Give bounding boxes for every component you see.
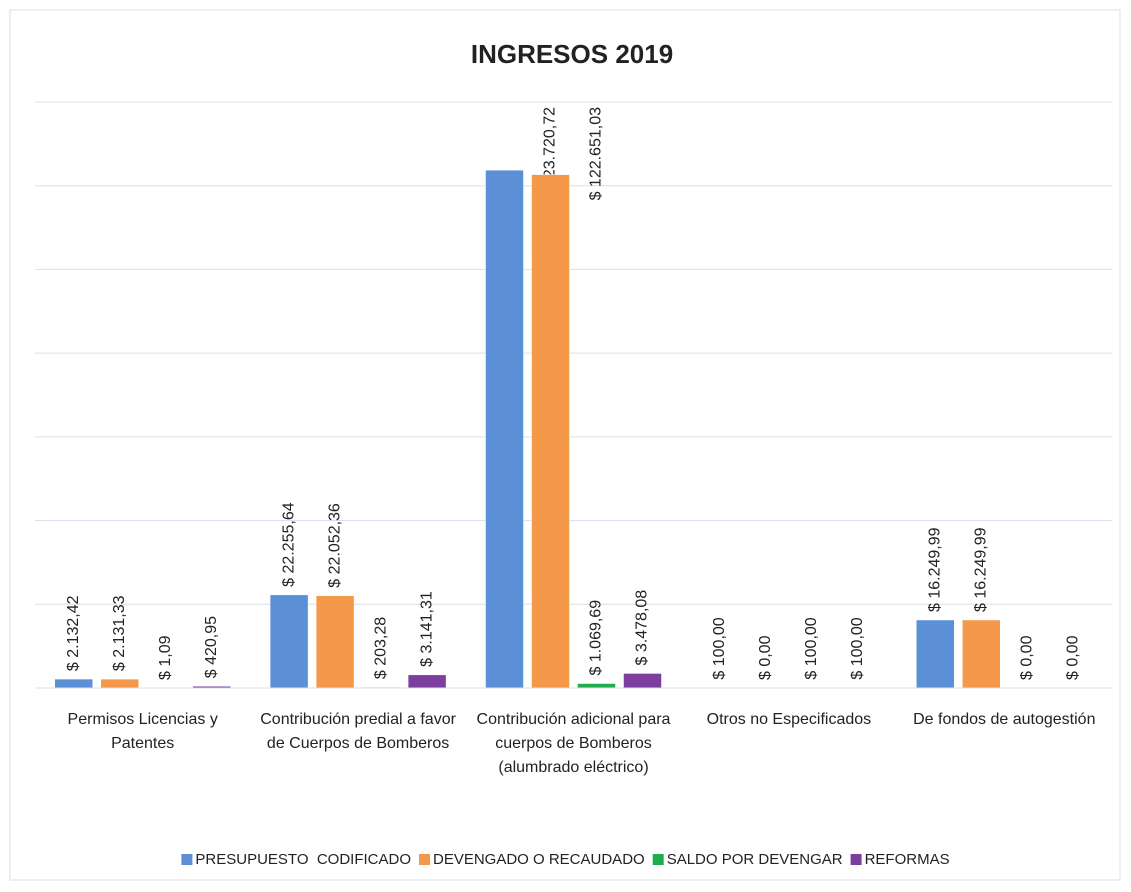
x-tick-label: Permisos Licencias y Patentes xyxy=(68,711,218,752)
legend-swatch xyxy=(181,854,193,865)
x-tick-label: De fondos de autogestión xyxy=(913,711,1095,728)
bar xyxy=(962,619,1001,689)
data-label: $ 100,00 xyxy=(803,617,820,679)
bar xyxy=(269,594,309,689)
x-tick-label: Contribución predial a favor de Cuerpos d… xyxy=(260,711,456,752)
x-tick-label: Contribución adicional para cuerpos de Bo… xyxy=(477,711,671,776)
legend-swatch xyxy=(652,854,664,865)
data-label: $ 0,00 xyxy=(1065,635,1082,680)
chart-title: INGRESOS 2019 xyxy=(471,39,673,69)
legend-label: DEVENGADO O RECAUDADO xyxy=(433,851,645,868)
data-label: $ 2.132,42 xyxy=(65,595,82,671)
legend: PRESUPUESTO CODIFICADO DEVENGADO O RECAUD… xyxy=(181,851,950,868)
data-label: $ 3.478,08 xyxy=(634,590,651,666)
legend-swatch xyxy=(418,854,430,865)
data-label: $ 16.249,99 xyxy=(973,527,990,612)
data-label: $ 22.052,36 xyxy=(326,503,343,588)
data-label: $ 3.141,31 xyxy=(418,591,435,667)
bar xyxy=(531,174,570,689)
bar xyxy=(315,595,355,689)
data-label: $ 203,28 xyxy=(372,617,389,679)
x-tick-label: Otros no Especificados xyxy=(707,711,872,728)
data-label: $ 1.069,69 xyxy=(588,600,605,676)
data-label: $ 0,00 xyxy=(1019,635,1036,680)
data-label: $ 1,09 xyxy=(157,635,174,680)
legend-label: SALDO POR DEVENGAR xyxy=(667,851,843,868)
legend-swatch xyxy=(850,854,862,865)
data-label: $ 0,00 xyxy=(757,635,774,680)
bar xyxy=(623,673,662,689)
bar xyxy=(485,169,524,689)
data-label: $ 420,95 xyxy=(203,616,220,678)
data-label: $ 22.255,64 xyxy=(280,502,297,587)
legend-label: PRESUPUESTO CODIFICADO xyxy=(195,851,411,868)
bar xyxy=(916,619,955,689)
data-label: $ 122.651,03 xyxy=(588,107,605,201)
bar xyxy=(100,678,139,689)
data-label: $ 100,00 xyxy=(711,617,728,679)
data-label: $ 16.249,99 xyxy=(927,527,944,612)
data-label: $ 100,00 xyxy=(849,617,866,679)
legend-label: REFORMAS xyxy=(865,851,950,868)
bar xyxy=(407,674,447,689)
bar xyxy=(54,678,93,689)
data-label: $ 2.131,33 xyxy=(111,595,128,671)
bar xyxy=(577,683,616,689)
